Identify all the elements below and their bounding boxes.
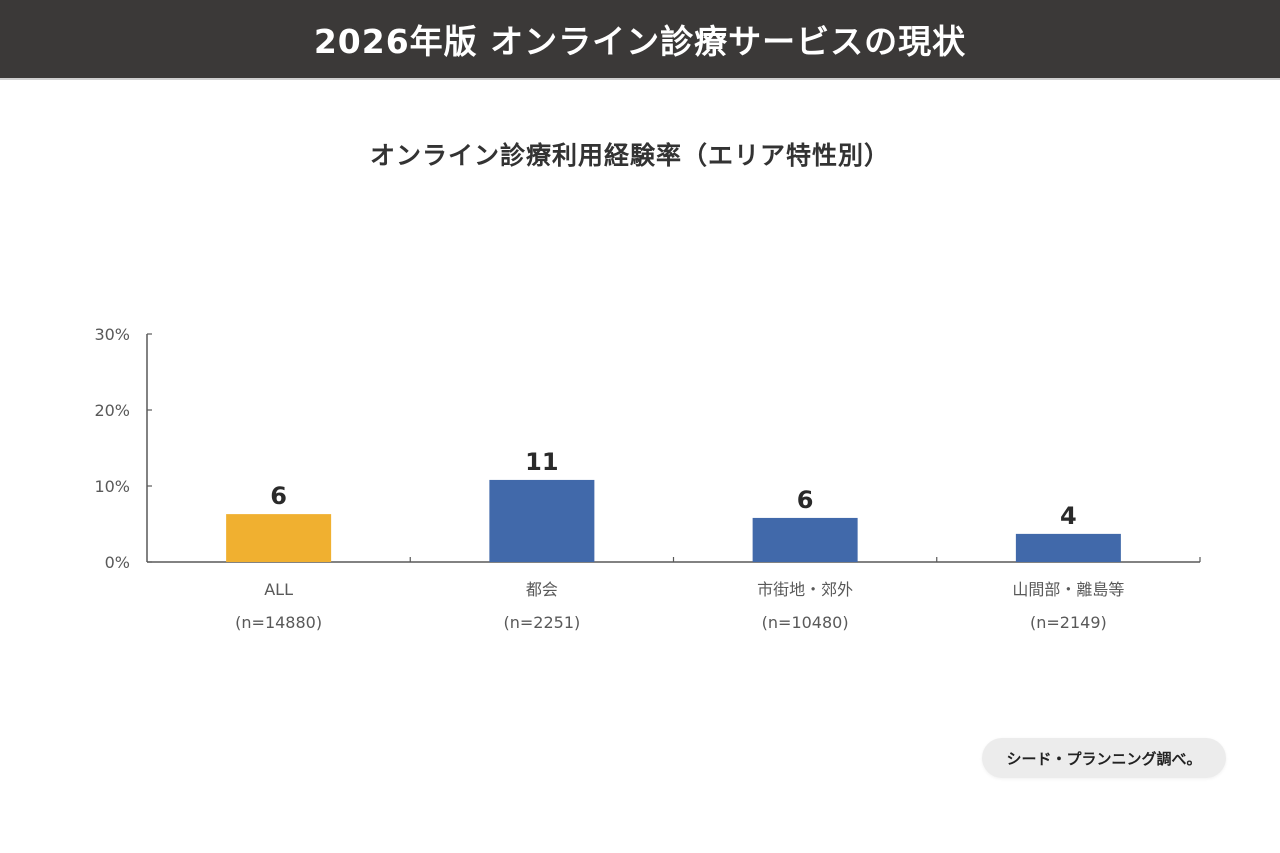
x-tick-label: 市街地・郊外 (757, 580, 853, 599)
x-tick-sublabel: (n=10480) (762, 613, 849, 632)
y-tick-label: 30% (94, 325, 130, 344)
source-label: シード・プランニング調べ。 (1006, 749, 1202, 768)
data-label: 6 (270, 482, 287, 510)
x-tick-sublabel: (n=2149) (1030, 613, 1107, 632)
data-label: 6 (797, 486, 814, 514)
y-tick-label: 0% (105, 553, 130, 572)
x-tick-label: 都会 (526, 580, 558, 599)
bar-category (489, 479, 595, 562)
chart-title: オンライン診療利用経験率（エリア特性別） (369, 141, 890, 170)
bar-category (752, 517, 858, 562)
page-title: 2026年版 オンライン診療サービスの現状 (313, 22, 967, 61)
x-tick-sublabel: (n=2251) (504, 613, 581, 632)
x-tick-label: 山間部・離島等 (1012, 580, 1124, 599)
y-tick-label: 10% (94, 477, 130, 496)
bar-category (1015, 533, 1121, 562)
data-label: 4 (1060, 502, 1077, 530)
page-header: 2026年版 オンライン診療サービスの現状 (0, 0, 1280, 80)
data-label: 11 (525, 448, 558, 476)
bar-highlight (226, 514, 332, 562)
x-tick-sublabel: (n=14880) (235, 613, 322, 632)
y-tick-label: 20% (94, 401, 130, 420)
source-badge: シード・プランニング調べ。 (982, 738, 1226, 778)
x-tick-label: ALL (264, 580, 293, 599)
